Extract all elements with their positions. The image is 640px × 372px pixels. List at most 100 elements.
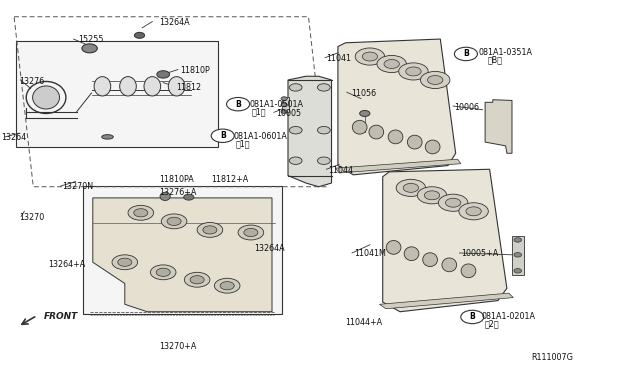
Circle shape [184,272,210,287]
Text: 〈B〉: 〈B〉 [488,55,502,64]
Ellipse shape [442,258,457,272]
Ellipse shape [94,77,111,96]
Text: 11044: 11044 [328,166,353,175]
Circle shape [167,217,181,225]
Ellipse shape [423,253,438,266]
Polygon shape [383,169,507,312]
Ellipse shape [404,247,419,261]
Text: 13264+A: 13264+A [48,260,85,269]
Circle shape [203,226,217,234]
Ellipse shape [369,125,384,139]
Circle shape [190,276,204,284]
Polygon shape [93,198,272,312]
Circle shape [420,71,450,89]
Circle shape [424,191,440,200]
Circle shape [281,97,287,100]
Circle shape [403,183,419,192]
Circle shape [134,209,148,217]
Circle shape [355,48,385,65]
Text: 081A1-0201A: 081A1-0201A [481,312,535,321]
Ellipse shape [120,77,136,96]
Text: 11044+A: 11044+A [346,318,383,327]
Text: B: B [470,312,475,321]
Polygon shape [338,39,456,175]
Circle shape [112,255,138,270]
Text: 13276: 13276 [19,77,44,86]
Circle shape [514,238,522,242]
Ellipse shape [33,86,60,109]
Circle shape [514,269,522,273]
Circle shape [454,47,477,61]
Circle shape [459,203,488,220]
Circle shape [417,187,447,204]
Circle shape [289,126,302,134]
Text: （1）: （1） [236,139,250,148]
Text: 11812: 11812 [176,83,201,92]
Circle shape [289,157,302,164]
Text: B: B [463,49,468,58]
Circle shape [438,194,468,211]
Circle shape [161,214,187,229]
Circle shape [184,194,194,200]
Circle shape [220,282,234,290]
Text: 11810PA: 11810PA [159,175,193,184]
Text: 10005: 10005 [276,109,301,118]
Text: 11810P: 11810P [180,66,210,75]
Ellipse shape [160,192,170,201]
Circle shape [118,258,132,266]
Text: 13264A: 13264A [254,244,285,253]
Ellipse shape [426,140,440,154]
Bar [16,41,218,147]
Circle shape [445,198,461,207]
Ellipse shape [408,135,422,149]
Ellipse shape [102,135,113,139]
Bar [83,186,282,314]
Circle shape [157,71,170,78]
Circle shape [211,129,234,142]
Circle shape [399,63,428,80]
Text: FRONT: FRONT [44,312,78,321]
Text: （1）: （1） [252,107,266,116]
Ellipse shape [388,130,403,144]
Ellipse shape [387,241,401,254]
Text: B: B [236,100,241,109]
Text: 10006: 10006 [454,103,479,112]
Circle shape [384,60,399,68]
Circle shape [362,52,378,61]
Text: 11056: 11056 [351,89,376,97]
Polygon shape [485,100,512,153]
Text: （2）: （2） [485,319,500,328]
Circle shape [197,222,223,237]
Circle shape [317,84,330,91]
Circle shape [461,310,484,324]
Circle shape [227,97,250,111]
Ellipse shape [144,77,161,96]
Text: 11041M: 11041M [354,249,386,258]
Polygon shape [288,76,332,187]
Circle shape [82,44,97,53]
Circle shape [406,67,421,76]
Ellipse shape [461,264,476,278]
Text: 13276+A: 13276+A [159,188,196,197]
Circle shape [244,228,258,237]
Circle shape [128,205,154,220]
Text: 11812+A: 11812+A [211,175,248,184]
Ellipse shape [353,121,367,134]
Polygon shape [512,236,524,275]
Circle shape [281,103,287,107]
Text: 081A1-0351A: 081A1-0351A [479,48,532,57]
Circle shape [466,207,481,216]
Text: 081A1-0501A: 081A1-0501A [250,100,303,109]
Text: 081A1-0601A: 081A1-0601A [234,132,287,141]
Ellipse shape [168,77,185,96]
Circle shape [134,32,145,38]
Text: 13264: 13264 [1,133,26,142]
Circle shape [214,278,240,293]
Text: B: B [220,131,225,140]
Text: R111007G: R111007G [531,353,573,362]
Text: 15255: 15255 [78,35,104,44]
Polygon shape [335,159,461,173]
Text: 13270N: 13270N [62,182,93,191]
Circle shape [150,265,176,280]
Circle shape [396,179,426,196]
